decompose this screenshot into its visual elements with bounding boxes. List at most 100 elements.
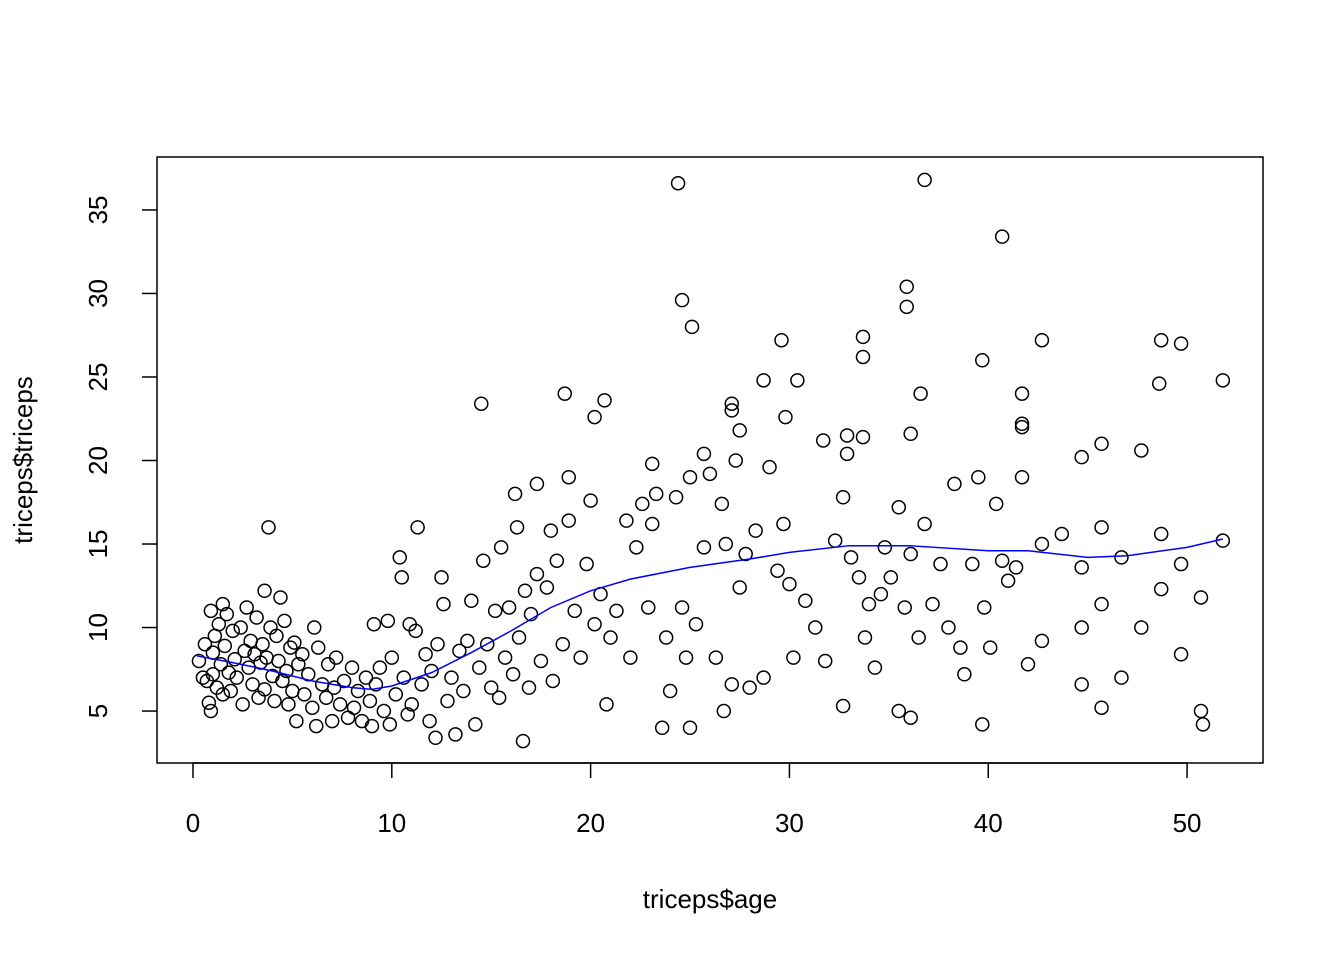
point (261, 520, 276, 535)
point (587, 409, 602, 425)
point (555, 636, 571, 652)
point (827, 533, 843, 548)
point (529, 476, 545, 492)
point (913, 386, 928, 401)
point (573, 650, 588, 665)
point (835, 489, 851, 505)
point (340, 710, 356, 725)
point (428, 730, 443, 746)
point (644, 516, 660, 532)
point (404, 697, 419, 712)
point (336, 673, 352, 689)
point (911, 630, 926, 645)
point (1054, 526, 1070, 542)
point (641, 600, 656, 615)
point (362, 693, 378, 709)
point (561, 469, 576, 485)
point (903, 426, 918, 442)
point (430, 636, 445, 652)
point (191, 653, 207, 669)
point (782, 576, 797, 592)
point (770, 563, 785, 578)
point (408, 623, 423, 639)
point (479, 636, 495, 652)
point (756, 373, 771, 388)
point (285, 683, 300, 699)
point (380, 613, 396, 629)
point (388, 687, 404, 702)
point (225, 623, 240, 639)
y-tick-label: 5 (83, 704, 113, 718)
point (609, 603, 624, 619)
point (243, 633, 258, 649)
point (249, 610, 264, 625)
point (376, 703, 392, 719)
point (543, 523, 559, 538)
point (674, 600, 690, 615)
point (509, 520, 525, 535)
point (988, 496, 1004, 512)
point (702, 466, 718, 482)
point (748, 523, 763, 538)
point (599, 697, 614, 712)
point (861, 596, 877, 612)
point (1074, 449, 1089, 465)
y-tick-label: 25 (83, 363, 113, 392)
point (440, 693, 455, 709)
point (658, 630, 674, 645)
point (982, 640, 998, 655)
point (289, 713, 304, 729)
point (670, 175, 686, 191)
point (1173, 556, 1189, 572)
point (223, 683, 239, 699)
point (682, 469, 698, 485)
point (364, 718, 380, 734)
point (273, 590, 288, 605)
point (1153, 332, 1169, 348)
point (529, 566, 545, 582)
point (197, 636, 213, 652)
point (269, 628, 284, 644)
point (203, 703, 219, 719)
point (233, 620, 248, 635)
point (436, 596, 451, 612)
point (1000, 573, 1016, 589)
point (368, 677, 384, 692)
point (975, 353, 990, 368)
point (271, 653, 286, 669)
x-tick-label: 30 (775, 808, 804, 838)
point (203, 603, 219, 619)
point (873, 586, 889, 602)
point (205, 667, 221, 682)
point (977, 600, 992, 615)
point (567, 603, 582, 619)
point (975, 717, 990, 732)
point (511, 630, 527, 645)
point (505, 667, 521, 682)
point (1193, 590, 1209, 605)
point (464, 593, 479, 609)
point (549, 553, 565, 568)
point (217, 638, 233, 654)
point (855, 429, 871, 445)
y-tick-label: 30 (83, 279, 113, 308)
point (1153, 526, 1169, 542)
point (714, 496, 730, 512)
point (1034, 536, 1050, 552)
point (583, 493, 598, 508)
point (245, 677, 260, 692)
point (533, 653, 549, 669)
point (1014, 419, 1030, 435)
point (382, 717, 398, 732)
point (855, 329, 871, 345)
point (235, 697, 250, 712)
point (354, 713, 370, 729)
point (742, 680, 757, 695)
point (314, 677, 330, 692)
point (778, 409, 793, 425)
smooth-line (196, 538, 1224, 691)
point (1173, 336, 1189, 351)
point (623, 650, 638, 665)
point (917, 172, 932, 188)
